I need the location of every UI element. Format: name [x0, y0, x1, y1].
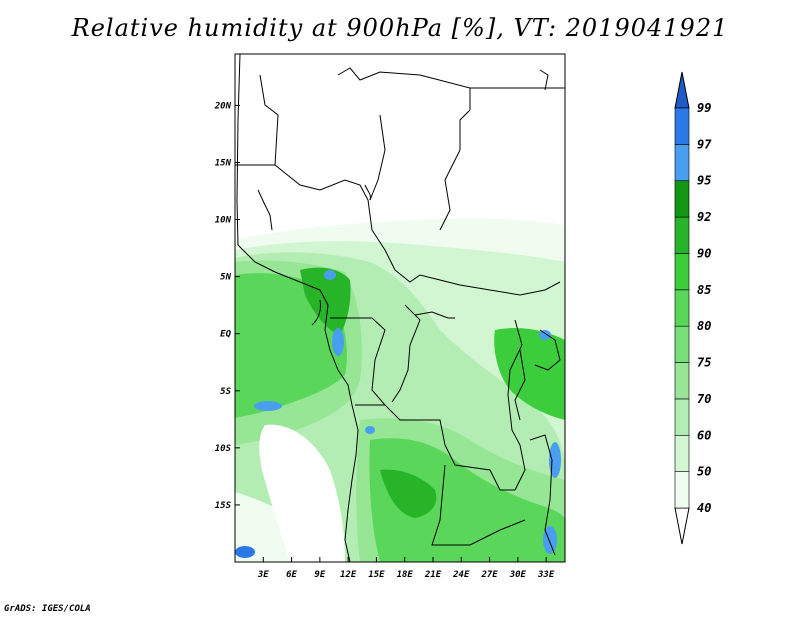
colorbar-swatch — [674, 107, 690, 145]
rh-85-region-east — [494, 328, 565, 420]
border — [235, 74, 279, 166]
lat-tick-label: 15S — [215, 501, 232, 511]
lon-tick-label: 12E — [340, 570, 357, 580]
border — [534, 329, 561, 371]
colorbar-swatch — [674, 434, 690, 472]
map-panel: 3E 6E 9E 12E 15E 18E 21E 24E 27E 30E 33E 20N 15N 10N 5… — [214, 53, 566, 580]
colorbar-swatch — [674, 325, 690, 363]
lon-tick-label: 27E — [480, 570, 498, 580]
lon-tick-label: 15E — [368, 570, 385, 580]
colorbar-swatch — [674, 216, 690, 254]
map-title: Relative humidity at 900hPa [%], VT: 201… — [71, 14, 729, 42]
rh-99-spot — [254, 401, 282, 411]
lon-tick-label: 24E — [452, 570, 470, 580]
border — [369, 114, 386, 201]
colorbar-label: 95 — [697, 174, 711, 188]
rh-99-spot — [365, 426, 375, 434]
border — [330, 317, 386, 406]
colorbar-label: 92 — [697, 210, 711, 224]
colorbar-label: 85 — [697, 283, 711, 297]
border — [311, 299, 321, 326]
colorbar-label: 75 — [697, 356, 711, 370]
colorbar-label: 90 — [697, 246, 711, 260]
lon-tick-label: 33E — [537, 570, 555, 580]
lon-tick-label: 6E — [286, 570, 297, 580]
lon-tick-label: 21E — [424, 570, 442, 580]
lon-tick-label: 9E — [314, 570, 325, 580]
colorbar-swatch — [674, 253, 690, 291]
colorbar-swatch — [674, 398, 690, 436]
rh-99-spot — [235, 546, 255, 558]
lat-tick-label: 5N — [220, 273, 231, 283]
border — [514, 349, 526, 421]
rh-99-spot — [549, 442, 561, 478]
lat-tick-label: 20N — [214, 101, 232, 111]
colorbar-label: 50 — [697, 465, 711, 479]
colorbar: 40 50 60 70 75 80 85 90 92 95 97 99 — [674, 71, 712, 545]
rh-99-spot — [324, 270, 336, 280]
colorbar-label: 40 — [697, 501, 711, 515]
border — [337, 67, 471, 231]
lon-tick-label: 18E — [397, 570, 414, 580]
colorbar-swatch — [674, 144, 690, 182]
border — [539, 69, 549, 91]
border — [414, 311, 455, 319]
colorbar-label: 70 — [697, 392, 711, 406]
grads-credit: GrADS: IGES/COLA — [4, 604, 91, 614]
rh-99-spot — [539, 330, 551, 340]
country-borders — [235, 54, 565, 562]
lat-tick-label: EQ — [220, 330, 231, 340]
lon-tick-label: 30E — [509, 570, 527, 580]
colorbar-max-triangle — [674, 71, 690, 109]
border — [394, 269, 561, 296]
colorbar-min-triangle — [674, 507, 690, 545]
rh-99-spot — [332, 328, 344, 356]
lat-tick-label: 15N — [215, 158, 232, 168]
border — [391, 304, 421, 403]
lat-tick-label: 5S — [220, 387, 231, 397]
colorbar-swatch — [674, 362, 690, 400]
border — [364, 184, 371, 201]
colorbar-label: 99 — [697, 101, 711, 115]
rh-80-region-south — [369, 438, 565, 562]
lat-tick-label: 10S — [215, 444, 232, 454]
colorbar-swatch — [674, 289, 690, 327]
colorbar-swatch — [674, 180, 690, 218]
border — [507, 319, 526, 491]
colorbar-label: 60 — [697, 428, 711, 442]
colorbar-label: 97 — [697, 137, 712, 151]
border — [274, 164, 396, 271]
border — [431, 464, 526, 546]
axis-ticks: 3E 6E 9E 12E 15E 18E 21E 24E 27E 30E 33E 20N 15N 10N 5… — [214, 101, 555, 580]
map-frame — [234, 53, 566, 563]
border — [355, 404, 515, 491]
colorbar-swatch — [674, 471, 690, 509]
border — [529, 434, 556, 556]
border — [257, 189, 273, 231]
lon-tick-label: 3E — [257, 570, 269, 580]
coastline — [236, 54, 359, 562]
lat-tick-label: 10N — [215, 216, 232, 226]
rh-90-region-south — [380, 469, 437, 518]
colorbar-label: 80 — [697, 319, 711, 333]
rh-dry-region — [259, 424, 345, 562]
